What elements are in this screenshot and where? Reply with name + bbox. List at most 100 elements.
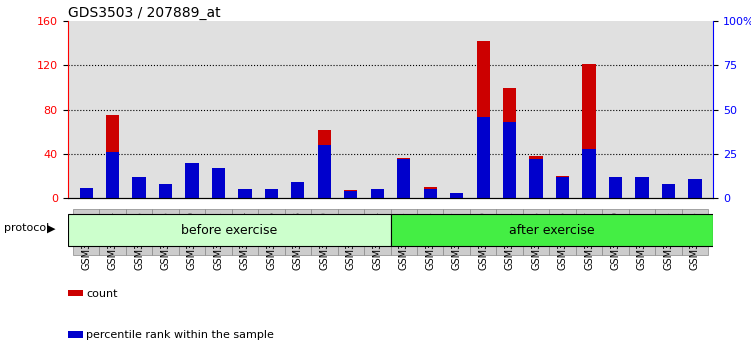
Text: GSM306062: GSM306062 — [81, 211, 91, 270]
Bar — [397, 159, 410, 198]
Bar — [311, 209, 338, 255]
Bar — [291, 182, 304, 198]
Bar — [238, 189, 252, 198]
Text: after exercise: after exercise — [509, 224, 595, 236]
Text: GSM306084: GSM306084 — [372, 211, 382, 270]
Bar — [80, 193, 92, 198]
Bar — [152, 209, 179, 255]
Text: GSM306073: GSM306073 — [531, 211, 541, 270]
Bar — [682, 209, 708, 255]
Bar — [635, 177, 649, 198]
Bar — [583, 149, 596, 198]
Bar — [496, 209, 523, 255]
Text: before exercise: before exercise — [181, 224, 277, 236]
Bar — [185, 163, 198, 198]
Bar — [371, 189, 384, 198]
Text: GSM306070: GSM306070 — [187, 211, 197, 270]
Bar — [529, 159, 543, 198]
Bar — [450, 193, 463, 198]
Text: GSM306067: GSM306067 — [451, 211, 462, 270]
Bar — [397, 159, 410, 198]
Text: GSM306081: GSM306081 — [637, 211, 647, 270]
Text: GSM306075: GSM306075 — [557, 211, 568, 270]
Bar — [424, 187, 437, 198]
Bar — [364, 209, 391, 255]
Bar — [609, 177, 622, 198]
Bar — [232, 209, 258, 255]
Bar — [549, 209, 576, 255]
Text: GSM306077: GSM306077 — [584, 211, 594, 270]
Bar — [132, 177, 146, 198]
Text: ▶: ▶ — [47, 223, 56, 233]
Bar — [68, 331, 83, 338]
Text: percentile rank within the sample: percentile rank within the sample — [86, 330, 274, 340]
Text: GSM306083: GSM306083 — [663, 211, 674, 270]
Bar — [238, 193, 252, 198]
Bar — [265, 189, 278, 198]
Bar — [629, 209, 655, 255]
Bar — [529, 156, 543, 198]
Text: GSM306065: GSM306065 — [425, 211, 436, 270]
FancyBboxPatch shape — [391, 214, 713, 246]
Text: GSM306063: GSM306063 — [399, 211, 409, 270]
Bar — [285, 209, 311, 255]
Bar — [689, 179, 701, 198]
Bar — [556, 177, 569, 198]
Bar — [371, 193, 384, 198]
Text: GSM306074: GSM306074 — [240, 211, 250, 270]
FancyBboxPatch shape — [68, 214, 391, 246]
Text: GDS3503 / 207889_at: GDS3503 / 207889_at — [68, 6, 220, 20]
Text: GSM306064: GSM306064 — [107, 211, 118, 270]
Bar — [450, 193, 463, 198]
Bar — [106, 115, 119, 198]
Text: GSM306085: GSM306085 — [690, 211, 700, 270]
Bar — [185, 178, 198, 198]
Bar — [338, 209, 364, 255]
Bar — [265, 190, 278, 198]
Bar — [344, 191, 357, 198]
Text: count: count — [86, 289, 117, 298]
Bar — [159, 184, 172, 198]
Text: GSM306078: GSM306078 — [293, 211, 303, 270]
Bar — [576, 209, 602, 255]
Bar — [73, 209, 99, 255]
Bar — [523, 209, 549, 255]
Text: GSM306079: GSM306079 — [611, 211, 620, 270]
Bar — [424, 189, 437, 198]
Bar — [417, 209, 443, 255]
Bar — [391, 209, 417, 255]
Bar — [205, 209, 232, 255]
Text: GSM306082: GSM306082 — [345, 211, 356, 270]
Bar — [477, 41, 490, 198]
Text: GSM306080: GSM306080 — [319, 211, 330, 270]
Bar — [318, 145, 331, 198]
Bar — [470, 209, 496, 255]
Bar — [556, 176, 569, 198]
Bar — [132, 178, 146, 198]
Text: GSM306072: GSM306072 — [213, 211, 224, 270]
Bar — [583, 64, 596, 198]
Bar — [477, 117, 490, 198]
Text: GSM306069: GSM306069 — [478, 211, 488, 270]
Text: GSM306071: GSM306071 — [505, 211, 514, 270]
Text: GSM306076: GSM306076 — [267, 211, 276, 270]
Bar — [344, 190, 357, 198]
Bar — [689, 185, 701, 198]
Text: protocol: protocol — [4, 223, 49, 233]
Bar — [212, 176, 225, 198]
Bar — [258, 209, 285, 255]
Text: GSM306068: GSM306068 — [161, 211, 170, 270]
Bar — [159, 187, 172, 198]
Bar — [106, 152, 119, 198]
Bar — [126, 209, 152, 255]
Bar — [443, 209, 470, 255]
Bar — [602, 209, 629, 255]
Bar — [503, 122, 516, 198]
Bar — [609, 184, 622, 198]
Bar — [68, 290, 83, 296]
Bar — [662, 187, 675, 198]
Bar — [635, 184, 649, 198]
Bar — [212, 168, 225, 198]
Bar — [179, 209, 205, 255]
Bar — [655, 209, 682, 255]
